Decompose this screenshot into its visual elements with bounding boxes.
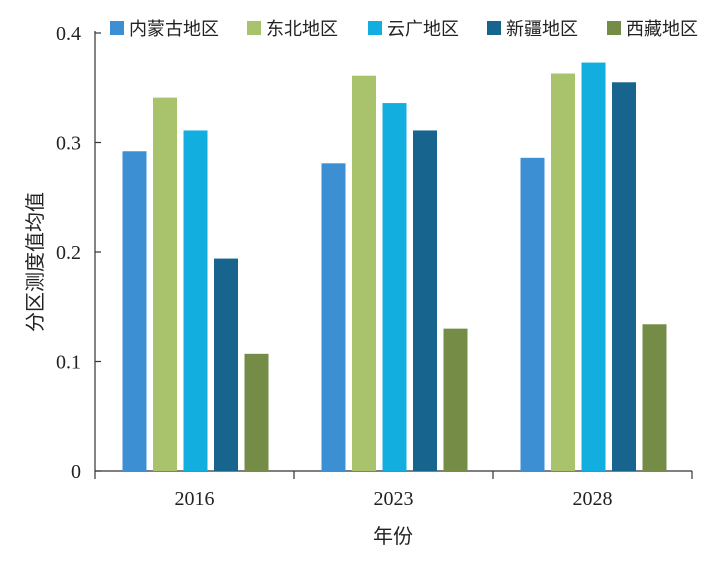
legend-swatch bbox=[247, 21, 261, 35]
legend-swatch bbox=[607, 21, 621, 35]
y-axis-title: 分区测度值均值 bbox=[23, 192, 47, 332]
legend-swatch bbox=[487, 21, 501, 35]
x-axis-title: 年份 bbox=[373, 524, 413, 548]
bar bbox=[520, 157, 545, 471]
x-tick-label: 2028 bbox=[573, 488, 613, 510]
bar bbox=[153, 97, 177, 471]
y-tick-label: 0.3 bbox=[56, 133, 81, 155]
y-tick-label: 0.1 bbox=[56, 352, 81, 374]
y-tick-label: 0 bbox=[71, 461, 81, 483]
bar bbox=[581, 62, 606, 471]
bar bbox=[612, 82, 636, 472]
axes: 0 0.1 0.2 0.3 0.4 2016 2023 2028 bbox=[56, 23, 693, 510]
legend-label: 东北地区 bbox=[266, 19, 338, 40]
bar bbox=[642, 324, 667, 471]
bar bbox=[122, 151, 147, 471]
bar bbox=[382, 103, 407, 471]
legend: 内蒙古地区 东北地区 云广地区 新疆地区 西藏地区 bbox=[110, 19, 698, 40]
legend-label: 内蒙古地区 bbox=[129, 19, 219, 40]
bar bbox=[551, 73, 575, 471]
legend-swatch bbox=[368, 21, 382, 35]
bars bbox=[122, 62, 667, 472]
bar bbox=[413, 130, 437, 471]
bar bbox=[244, 353, 269, 471]
legend-label: 云广地区 bbox=[387, 19, 459, 40]
bar bbox=[321, 163, 346, 471]
legend-swatch bbox=[110, 21, 124, 35]
bar bbox=[443, 328, 468, 471]
x-tick-label: 2023 bbox=[374, 488, 414, 510]
y-tick-label: 0.4 bbox=[56, 23, 81, 45]
bar bbox=[214, 258, 238, 471]
legend-label: 新疆地区 bbox=[506, 19, 578, 40]
legend-label: 西藏地区 bbox=[626, 19, 698, 40]
y-tick-label: 0.2 bbox=[56, 242, 81, 264]
x-tick-label: 2016 bbox=[175, 488, 215, 510]
bar bbox=[352, 75, 376, 471]
bar bbox=[183, 130, 208, 471]
